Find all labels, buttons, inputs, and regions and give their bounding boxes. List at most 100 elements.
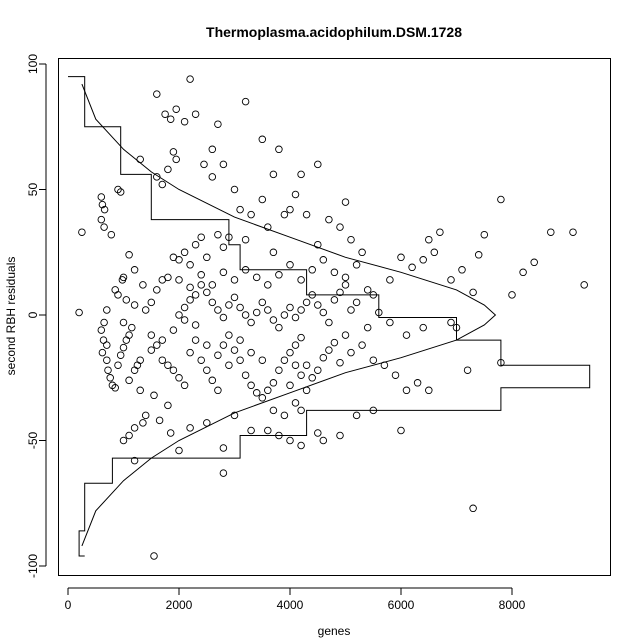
scatter-point [186,261,194,269]
scatter-point [302,298,311,307]
scatter-point [236,303,244,312]
scatter-point [114,291,122,299]
scatter-point [164,165,172,174]
scatter-point [325,346,333,354]
scatter-point [330,338,339,347]
scatter-point [158,276,167,284]
scatter-point [463,366,472,374]
scatter-point [469,504,477,513]
scatter-point [325,318,333,327]
scatter-point [75,308,83,317]
scatter-point [247,426,255,435]
scatter-point [203,366,211,374]
scatter-point [166,115,175,123]
scatter-point [236,336,244,344]
scatter-point [314,160,322,169]
y-axis-label: second RBH residuals [4,257,18,376]
x-tick-label: 8000 [499,598,526,612]
scatter-point [200,160,208,169]
scatter-point [98,200,107,209]
scatter-point [164,361,172,369]
scatter-point [175,276,183,284]
scatter-point [547,228,555,236]
scatter-point [225,331,233,339]
scatter-point [128,323,136,332]
scatter-point [319,436,328,445]
scatter-point [314,366,322,374]
scatter-point [130,366,139,374]
scatter-point [130,456,139,465]
scatter-point [147,331,156,339]
scatter-point [402,386,411,395]
scatter-point [302,361,311,369]
scatter-point [191,291,200,299]
scatter-point [191,336,200,344]
scatter-point [247,348,255,357]
scatter-point [119,318,128,327]
scatter-point [286,303,294,312]
scatter-point [141,306,150,314]
scatter-point [114,185,122,194]
scatter-point [291,399,300,407]
scatter-point [363,286,372,294]
scatter-point [297,406,305,415]
scatter-point [136,356,144,364]
scatter-point [103,306,111,314]
scatter-point [219,444,228,452]
scatter-point [191,321,200,329]
scatter-point [197,271,205,279]
scatter-point [191,240,200,249]
scatter-point [297,276,305,284]
scatter-point [180,316,189,324]
scatter-point [280,311,289,319]
scatter-point [203,341,211,349]
scatter-point [197,356,205,364]
scatter-point [186,296,194,304]
y-tick-label: 0 [26,311,40,318]
scatter-point [172,155,180,164]
scatter-point [153,286,161,294]
scatter-point [169,366,178,374]
scatter-point [247,210,255,219]
scatter-point [291,190,300,199]
scatter-point [530,258,538,267]
scatter-point [347,306,355,314]
scatter-point [116,351,125,359]
scatter-point [169,148,178,156]
scatter-point [258,135,267,144]
scatter-point [197,281,205,289]
scatter-point [275,323,283,332]
scatter-point [336,223,344,231]
scatter-point [230,185,239,194]
scatter-point [119,436,128,445]
scatter-point [264,386,272,395]
scatter-point [358,341,366,349]
chart-title: Thermoplasma.acidophilum.DSM.1728 [206,24,462,40]
scatter-point [130,301,139,309]
scatter-point [269,248,278,257]
scatter-point [408,263,416,272]
scatter-point [153,341,161,349]
scatter-point [447,318,455,327]
scatter-point [230,276,239,284]
scatter-point [139,419,147,427]
scatter-point [108,381,117,390]
scatter-point [230,411,239,420]
scatter-point [147,298,156,307]
scatter-point [425,235,433,244]
scatter-point [430,248,439,257]
scatter-point [425,386,433,395]
scatter-point [175,446,183,455]
scatter-point [166,429,175,437]
scatter-point [252,389,261,397]
scatter-point [336,431,344,440]
scatter-point [208,298,217,307]
density-curve [81,83,497,547]
scatter-point [164,401,172,410]
x-tick-label: 4000 [277,598,304,612]
scatter-point [158,180,167,189]
scatter-point [125,331,133,339]
scatter-point [269,406,278,415]
scatter-point [252,308,261,317]
